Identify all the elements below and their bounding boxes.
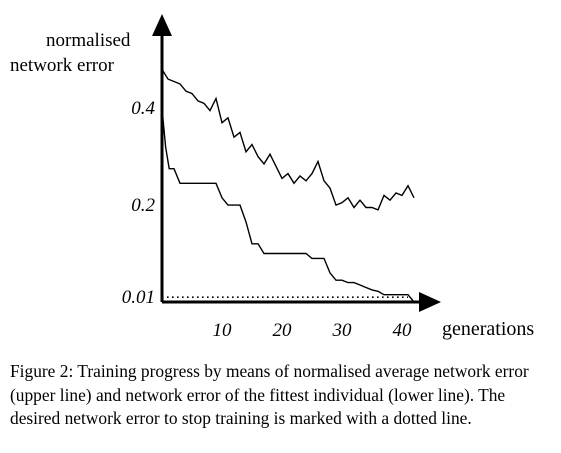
x-tick-label: 10 <box>213 320 233 341</box>
x-axis-label: generations <box>442 318 534 340</box>
y-tick-label: 0.2 <box>131 195 155 216</box>
y-axis-arrowhead <box>152 14 172 36</box>
chart: normalised network error generations 0.4… <box>0 0 561 355</box>
y-tick-label: 0.01 <box>122 287 155 308</box>
figure-caption: Figure 2: Training progress by means of … <box>10 360 555 431</box>
x-axis-arrowhead <box>419 292 441 312</box>
y-axis <box>152 14 172 302</box>
series-lines <box>162 69 414 302</box>
y-axis-label-line-1: normalised <box>46 30 131 51</box>
y-tick-labels: 0.4 0.2 0.01 <box>122 98 156 308</box>
fittest-error-line <box>162 108 414 302</box>
y-axis-label-line-2: network error <box>10 55 115 76</box>
y-tick-label: 0.4 <box>131 98 155 119</box>
x-tick-labels: 10 20 30 40 <box>213 320 413 341</box>
x-tick-label: 20 <box>273 320 293 341</box>
x-tick-label: 30 <box>332 320 353 341</box>
x-tick-label: 40 <box>393 320 413 341</box>
average-error-line <box>162 69 414 210</box>
